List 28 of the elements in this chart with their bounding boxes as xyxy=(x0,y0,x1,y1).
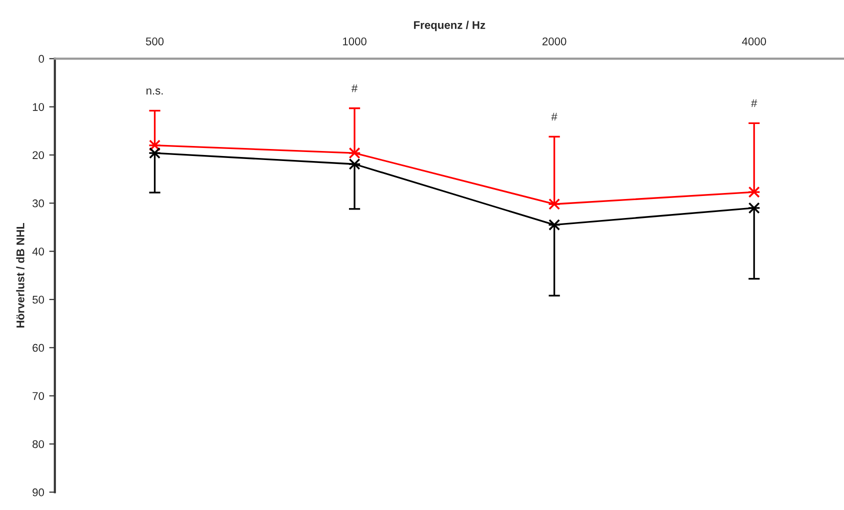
annotation: # xyxy=(551,112,558,120)
point xyxy=(148,140,161,152)
annotation: # xyxy=(351,84,358,92)
x-tick-label: 2000 xyxy=(542,37,566,46)
y-tick-label: 10 xyxy=(32,103,44,111)
x-tick-label: 4000 xyxy=(742,37,766,46)
x-axis-title: Frequenz / Hz xyxy=(414,20,486,32)
y-tick-label: 0 xyxy=(38,54,44,63)
y-tick-label: 40 xyxy=(32,248,44,256)
point xyxy=(748,202,760,214)
y-tick-label: 70 xyxy=(32,392,44,400)
y-axis-title: Hörverlust / dB NHL xyxy=(16,222,24,328)
annotation: # xyxy=(751,99,758,107)
x-tick-label: 500 xyxy=(146,37,164,46)
y-tick-label: 20 xyxy=(32,151,44,160)
x-tick-label: 1000 xyxy=(343,37,366,46)
y-tick-label: 90 xyxy=(32,488,44,496)
point xyxy=(548,198,560,210)
point xyxy=(348,147,360,159)
y-tick-label: 30 xyxy=(32,199,44,208)
y-tick-label: 60 xyxy=(32,344,44,352)
point xyxy=(348,158,360,170)
point xyxy=(748,186,760,198)
annotation: n.s. xyxy=(146,88,163,95)
point xyxy=(548,219,560,231)
point xyxy=(148,147,161,159)
y-tick-label: 50 xyxy=(32,296,44,304)
y-tick-label: 80 xyxy=(32,440,44,448)
